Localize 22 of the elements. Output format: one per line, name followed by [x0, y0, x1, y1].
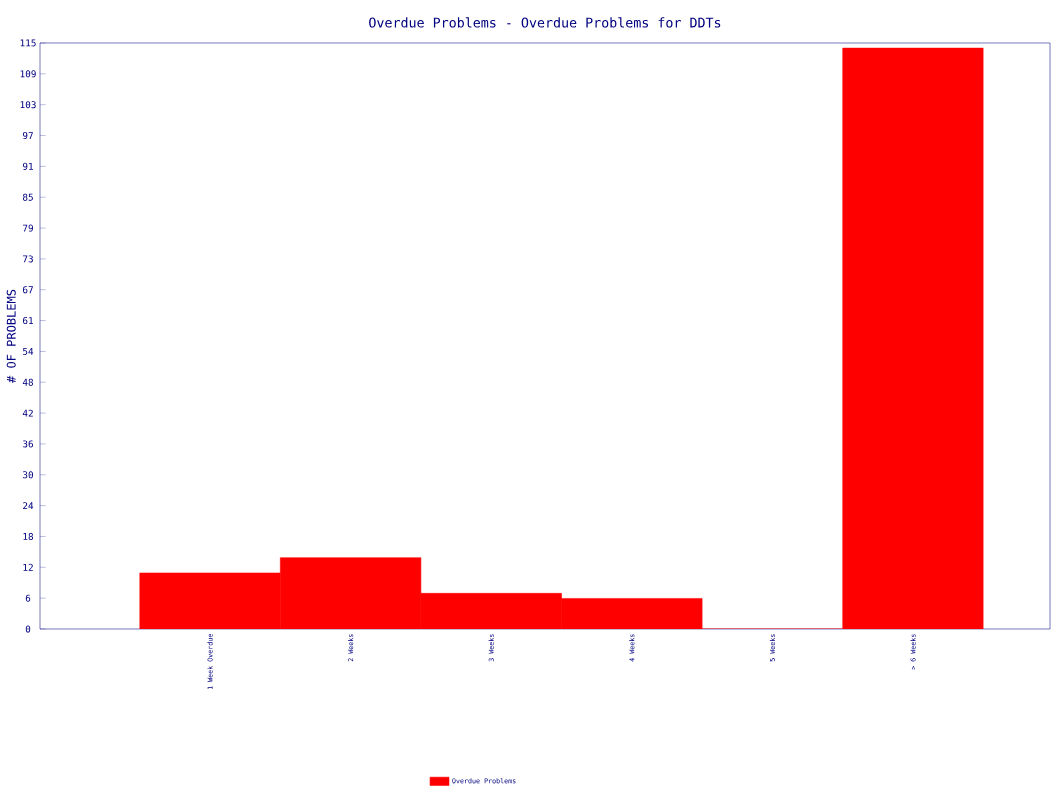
y-tick-label: 85 [22, 193, 33, 201]
y-tick-label: 91 [22, 162, 33, 170]
y-tick-label: 6 [25, 594, 31, 602]
y-tick-label: 103 [20, 101, 36, 109]
y-tick-label: 109 [20, 70, 36, 78]
y-tick-label: 12 [23, 563, 33, 571]
y-tick-label: 30 [23, 471, 34, 479]
y-tick-label: 48 [22, 378, 34, 386]
y-tick-label: 61 [22, 317, 33, 325]
y-tick-label: 79 [23, 224, 33, 232]
y-tick-label: 24 [23, 502, 34, 510]
chart-title: Overdue Problems - Overdue Problems for DDTs [369, 17, 721, 28]
y-tick-label: 54 [23, 347, 34, 355]
y-tick-label: 73 [23, 255, 33, 263]
y-tick-label: 0 [25, 625, 31, 633]
y-axis-title: # OF PROBLEMS [6, 289, 16, 383]
y-tick-label: 18 [23, 532, 34, 540]
y-tick-label: 67 [22, 286, 33, 294]
y-tick-label: 36 [23, 440, 34, 448]
y-tick-label: 42 [22, 409, 33, 417]
y-tick-label: 97 [22, 132, 33, 140]
y-tick-label: 115 [20, 39, 36, 47]
